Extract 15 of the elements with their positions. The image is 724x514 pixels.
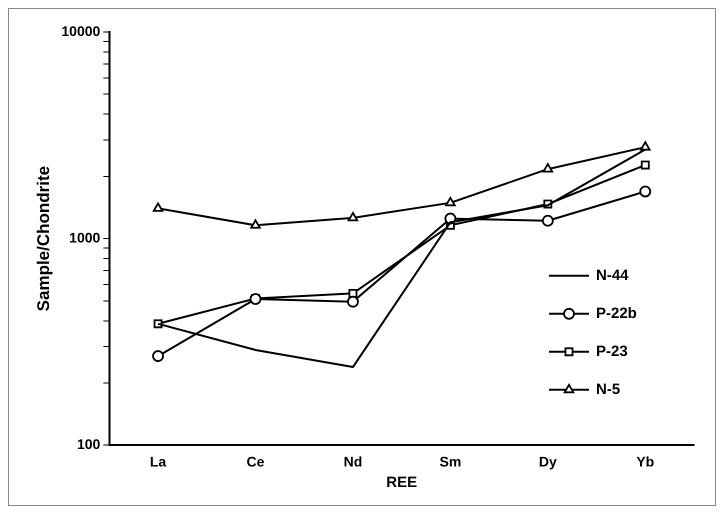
legend-label: P-22b — [596, 304, 637, 322]
x-tick-label: Sm — [439, 453, 462, 470]
x-tick-label: Ce — [246, 453, 265, 470]
y-tick-label: 1000 — [69, 229, 101, 246]
x-tick-label: Nd — [344, 453, 362, 470]
y-axis-title: Sample/Chondrite — [34, 166, 53, 312]
y-tick-label: 10000 — [61, 22, 101, 39]
legend-label: N-5 — [596, 380, 620, 398]
x-tick-label: La — [150, 453, 166, 470]
x-axis-title: REE — [386, 474, 418, 492]
legend-label: P-23 — [596, 342, 628, 360]
legend-label: N-44 — [596, 266, 630, 284]
x-tick-label: Dy — [538, 453, 557, 470]
y-tick-label: 100 — [76, 436, 101, 452]
x-tick-label: Yb — [636, 453, 654, 470]
